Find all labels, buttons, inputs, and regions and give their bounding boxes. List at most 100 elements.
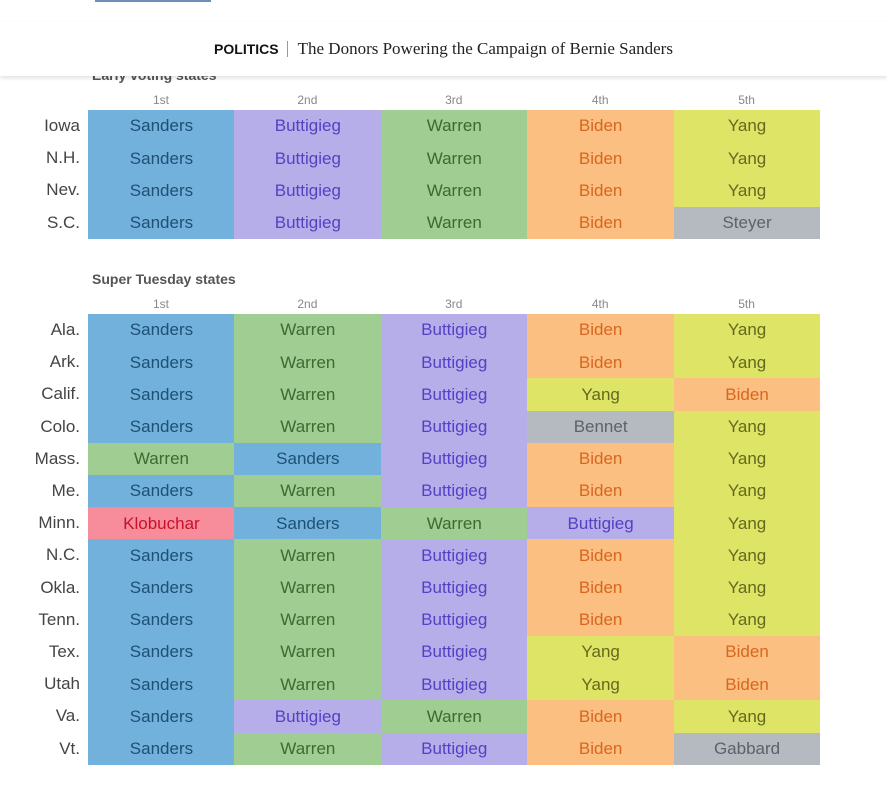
candidate-cell: Yang [673, 475, 821, 508]
candidate-cell: Biden [527, 314, 675, 347]
candidate-cell: Biden [527, 732, 675, 766]
state-label: N.C. [46, 545, 80, 565]
candidate-cell: Steyer [673, 206, 821, 240]
candidate-cell: Sanders [88, 732, 235, 766]
candidate-cell: Biden [673, 668, 821, 701]
state-label: S.C. [46, 212, 80, 232]
state-label: Calif. [41, 384, 80, 404]
state-label: Vt. [59, 738, 80, 758]
candidate-cell: Sanders [88, 346, 235, 379]
candidate-cell: Sanders [88, 314, 235, 347]
candidate-cell: Yang [527, 378, 675, 412]
state-label: Ala. [50, 320, 80, 339]
state-label: Tex. [48, 642, 80, 661]
candidate-cell: Yang [673, 603, 821, 637]
candidate-cell: Sanders [88, 603, 235, 637]
state-label: Iowa [44, 116, 80, 135]
candidate-cell: Yang [673, 507, 821, 540]
candidate-cell: Buttigieg [527, 507, 675, 540]
candidate-cell: Buttigieg [380, 410, 528, 444]
candidate-cell: Yang [527, 636, 675, 669]
candidate-cell: Warren [380, 206, 528, 240]
candidate-cell: Yang [673, 539, 821, 573]
candidate-cell: Buttigieg [380, 442, 528, 476]
candidate-cell: Warren [380, 174, 528, 208]
candidate-cell: Sanders [88, 410, 235, 444]
candidate-cell: Biden [527, 346, 675, 379]
candidate-cell: Biden [527, 206, 675, 240]
column-header: 1st [152, 297, 169, 311]
candidate-cell: Biden [673, 378, 821, 412]
state-label: Mass. [34, 448, 80, 468]
column-header: 2nd [297, 93, 318, 107]
column-header: 4th [591, 297, 609, 311]
candidate-cell: Buttigieg [380, 346, 528, 379]
candidate-cell: Buttigieg [380, 636, 528, 669]
candidate-cell: Buttigieg [234, 206, 382, 240]
candidate-cell: Buttigieg [380, 732, 528, 766]
state-label: Ark. [49, 352, 80, 372]
candidate-cell: Yang [673, 571, 821, 605]
candidate-cell: Sanders [88, 378, 235, 412]
state-label: Minn. [38, 513, 80, 533]
candidate-cell: Sanders [88, 110, 235, 143]
column-header: 5th [738, 297, 755, 311]
table-title: Super Tuesday states [92, 271, 236, 287]
candidate-cell: Warren [234, 378, 382, 412]
candidate-cell: Sanders [234, 507, 382, 540]
section-label[interactable]: POLITICS [214, 41, 288, 57]
candidate-cell: Buttigieg [234, 174, 382, 208]
candidate-cell: Biden [527, 174, 675, 208]
candidate-cell: Yang [527, 668, 675, 701]
candidate-cell: Sanders [234, 442, 382, 476]
candidate-cell: Biden [527, 700, 675, 734]
candidate-cell: Biden [527, 110, 675, 143]
candidate-cell: Warren [234, 668, 382, 701]
candidate-cell: Warren [380, 700, 528, 734]
candidate-cell: Sanders [88, 636, 235, 669]
candidate-cell: Warren [234, 475, 382, 508]
candidate-cell: Sanders [88, 142, 235, 175]
candidate-cell: Warren [234, 603, 382, 637]
column-header: 3rd [445, 297, 463, 311]
candidate-cell: Yang [673, 410, 821, 444]
state-label: Tenn. [38, 609, 80, 629]
candidate-cell: Buttigieg [234, 142, 382, 175]
candidate-cell: Buttigieg [380, 475, 528, 508]
state-label: Utah [44, 674, 80, 694]
candidate-cell: Sanders [88, 668, 235, 701]
candidate-cell: Warren [380, 507, 528, 540]
candidate-cell: Sanders [88, 206, 235, 240]
candidate-cell: Yang [673, 142, 821, 175]
candidate-cell: Warren [234, 314, 382, 347]
candidate-cell: Buttigieg [380, 539, 528, 573]
candidate-cell: Biden [527, 442, 675, 476]
column-header: 4th [591, 93, 609, 107]
candidate-cell: Biden [527, 142, 675, 175]
candidate-cell: Buttigieg [380, 314, 528, 347]
article-title[interactable]: The Donors Powering the Campaign of Bern… [297, 39, 673, 58]
header: POLITICS The Donors Powering the Campaig… [0, 22, 887, 76]
state-label: Va. [55, 706, 80, 726]
candidate-cell: Buttigieg [234, 110, 382, 143]
candidate-cell: Biden [527, 539, 675, 573]
state-label: Nev. [46, 180, 80, 200]
candidate-cell: Buttigieg [380, 378, 528, 412]
nav-underline [95, 0, 211, 2]
state-label: Okla. [40, 577, 80, 597]
column-header: 1st [152, 93, 169, 107]
state-label: N.H. [46, 148, 80, 168]
candidate-cell: Yang [673, 700, 821, 734]
candidate-cell: Sanders [88, 174, 235, 208]
candidate-cell: Buttigieg [380, 571, 528, 605]
candidate-cell: Warren [234, 636, 382, 669]
candidate-cell: Sanders [88, 571, 235, 605]
candidate-cell: Biden [527, 571, 675, 605]
candidate-cell: Warren [234, 539, 382, 573]
column-header: 2nd [297, 297, 318, 311]
candidate-cell: Warren [88, 442, 235, 476]
candidate-cell: Warren [234, 571, 382, 605]
candidate-cell: Sanders [88, 475, 235, 508]
candidate-cell: Biden [527, 475, 675, 508]
